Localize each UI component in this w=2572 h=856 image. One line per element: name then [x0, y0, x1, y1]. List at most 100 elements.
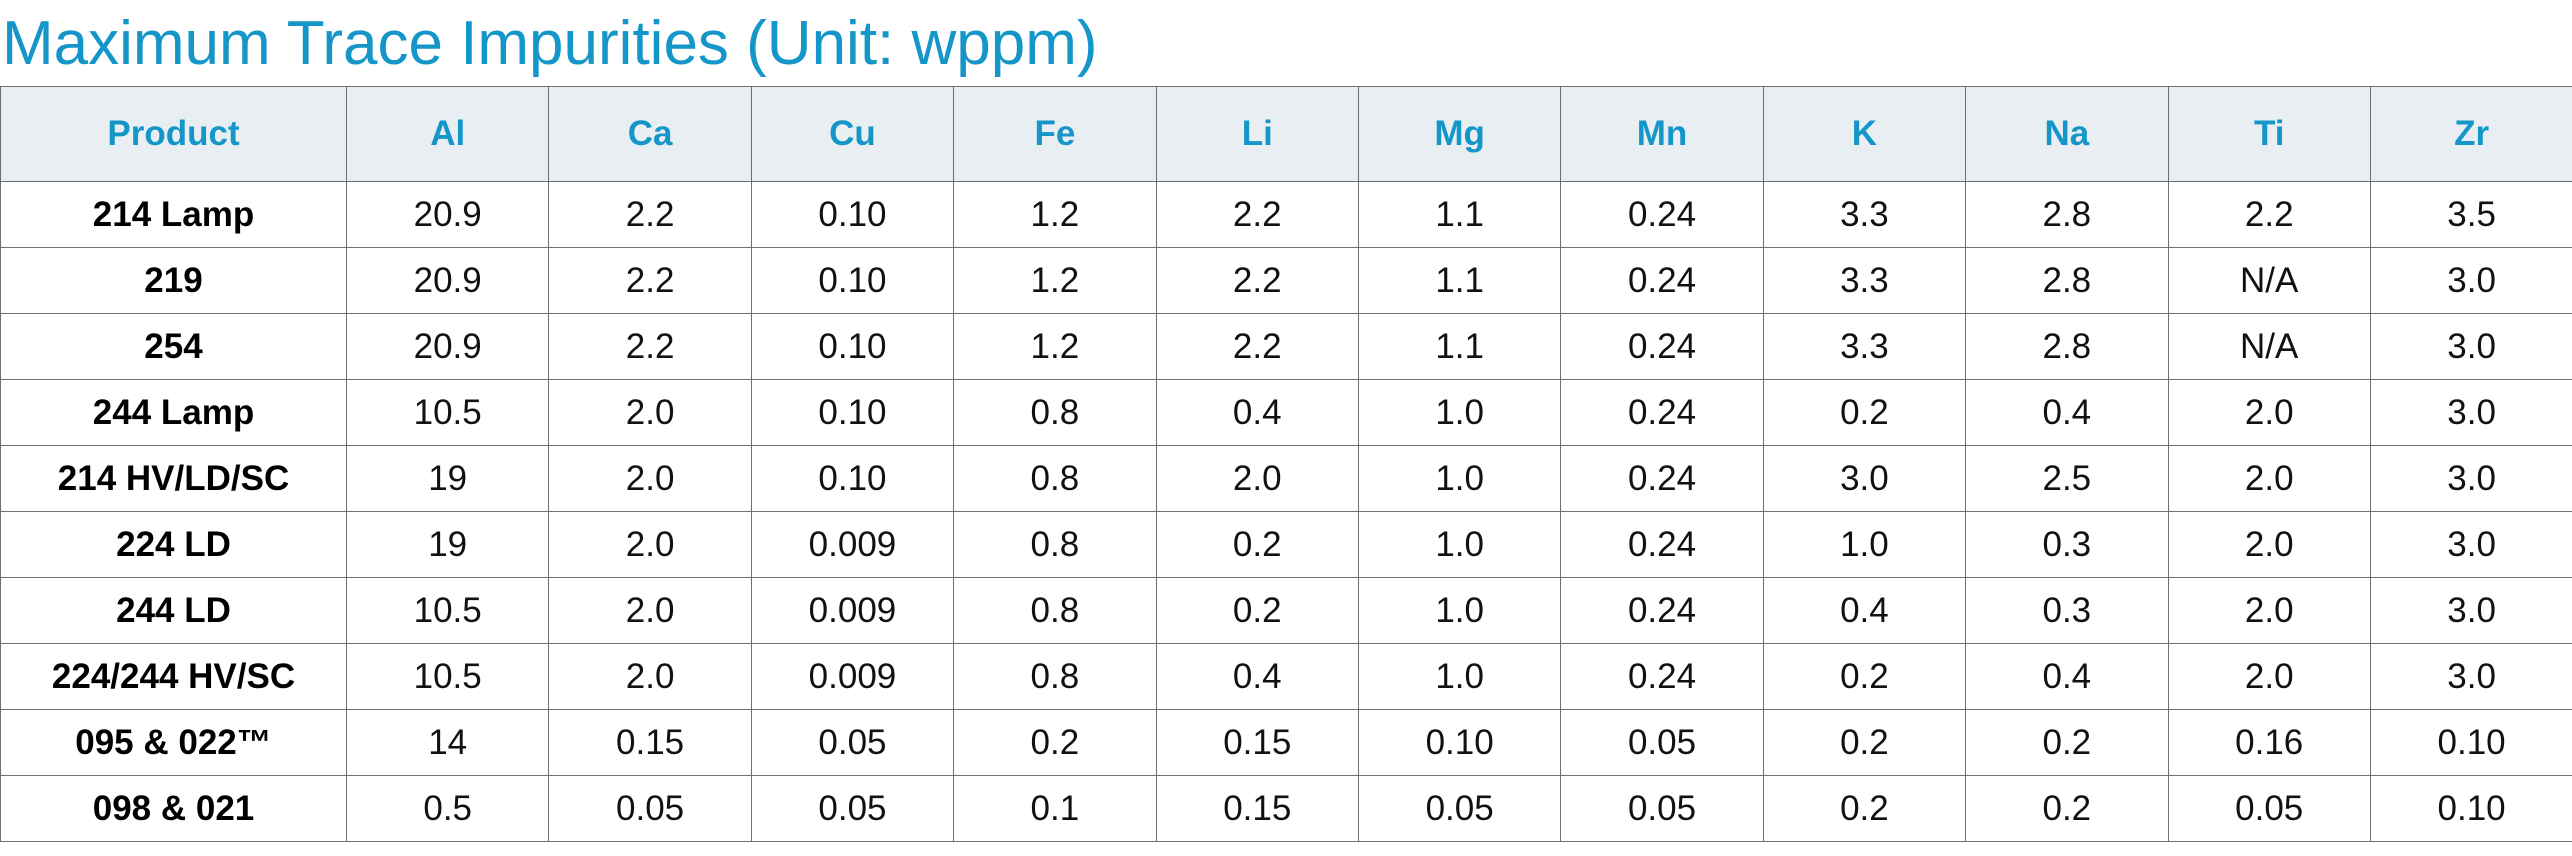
column-header-ca: Ca [548, 86, 752, 182]
impurity-value-cell-cu: 0.10 [750, 379, 955, 446]
table-row: 244 Lamp 10.5 2.0 0.10 0.8 0.4 1.0 0.24 0.2 0.4 2.… [0, 379, 2572, 446]
impurity-value-cell-mg: 1.0 [1357, 379, 1562, 446]
table-row: 214 Lamp 20.9 2.2 0.10 1.2 2.2 1.1 0.24 3.3 2.8 2.… [0, 181, 2572, 248]
product-name-cell: 224/244 HV/SC [0, 643, 347, 710]
impurity-value-cell-ti: 2.0 [2167, 577, 2371, 644]
impurity-value-cell-al: 20.9 [345, 181, 550, 248]
impurity-value-cell-ti: 2.0 [2167, 511, 2371, 578]
impurity-value-cell-mn: 0.24 [1560, 511, 1764, 578]
impurity-value-cell-fe: 0.1 [953, 775, 1157, 842]
impurity-value-cell-fe: 0.8 [953, 379, 1157, 446]
impurity-value-cell-fe: 0.8 [953, 445, 1157, 512]
impurity-value-cell-na: 2.8 [1965, 181, 2169, 248]
impurity-value-cell-ca: 2.0 [548, 577, 752, 644]
impurity-value-cell-ti: 2.0 [2167, 445, 2371, 512]
impurity-value-cell-ti: 0.05 [2167, 775, 2371, 842]
impurity-value-cell-mg: 1.0 [1357, 643, 1562, 710]
column-header-ti: Ti [2167, 86, 2371, 182]
table-row: 224 LD 19 2.0 0.009 0.8 0.2 1.0 0.24 1.0 0.3 2.0 3.… [0, 511, 2572, 578]
impurity-value-cell-na: 2.8 [1965, 247, 2169, 314]
impurity-value-cell-zr: 3.0 [2369, 247, 2572, 314]
impurity-value-cell-mn: 0.24 [1560, 577, 1764, 644]
impurity-value-cell-ti: 2.0 [2167, 643, 2371, 710]
impurity-value-cell-cu: 0.05 [750, 709, 955, 776]
column-header-na: Na [1965, 86, 2169, 182]
column-header-k: K [1762, 86, 1967, 182]
impurity-value-cell-mg: 0.10 [1357, 709, 1562, 776]
impurity-value-cell-cu: 0.10 [750, 247, 955, 314]
impurity-value-cell-ca: 2.0 [548, 379, 752, 446]
impurity-value-cell-zr: 3.5 [2369, 181, 2572, 248]
impurity-value-cell-zr: 0.10 [2369, 775, 2572, 842]
product-name-cell: 214 HV/LD/SC [0, 445, 347, 512]
impurity-value-cell-k: 0.2 [1762, 775, 1967, 842]
table-row: 219 20.9 2.2 0.10 1.2 2.2 1.1 0.24 3.3 2.8 N/A 3.0 [0, 247, 2572, 314]
impurity-value-cell-al: 19 [345, 511, 550, 578]
impurity-value-cell-mn: 0.05 [1560, 709, 1764, 776]
impurity-value-cell-cu: 0.10 [750, 181, 955, 248]
impurity-value-cell-mn: 0.24 [1560, 445, 1764, 512]
impurity-value-cell-mg: 1.0 [1357, 577, 1562, 644]
impurity-value-cell-ca: 2.2 [548, 313, 752, 380]
impurity-value-cell-mg: 0.05 [1357, 775, 1562, 842]
impurity-value-cell-ca: 2.2 [548, 181, 752, 248]
table-row: 224/244 HV/SC 10.5 2.0 0.009 0.8 0.4 1.0 0.24 0.… [0, 643, 2572, 710]
product-name-cell: 214 Lamp [0, 181, 347, 248]
table-row: 095 & 022™ 14 0.15 0.05 0.2 0.15 0.10 0.05 0.2 0.… [0, 709, 2572, 776]
impurity-value-cell-k: 3.3 [1762, 181, 1967, 248]
impurity-value-cell-k: 3.0 [1762, 445, 1967, 512]
impurity-value-cell-al: 10.5 [345, 379, 550, 446]
impurity-value-cell-fe: 0.8 [953, 643, 1157, 710]
product-name-cell: 095 & 022™ [0, 709, 347, 776]
impurity-value-cell-ti: N/A [2167, 247, 2371, 314]
impurity-value-cell-mn: 0.24 [1560, 247, 1764, 314]
impurity-value-cell-al: 20.9 [345, 247, 550, 314]
table-row: 244 LD 10.5 2.0 0.009 0.8 0.2 1.0 0.24 0.4 0.3 2.0… [0, 577, 2572, 644]
impurity-value-cell-mg: 1.1 [1357, 181, 1562, 248]
impurity-value-cell-li: 2.2 [1155, 181, 1359, 248]
impurity-value-cell-ti: N/A [2167, 313, 2371, 380]
impurity-value-cell-na: 0.4 [1965, 643, 2169, 710]
impurity-value-cell-fe: 1.2 [953, 247, 1157, 314]
impurity-value-cell-zr: 3.0 [2369, 379, 2572, 446]
impurity-value-cell-mg: 1.1 [1357, 313, 1562, 380]
impurity-value-cell-li: 2.2 [1155, 247, 1359, 314]
product-name-cell: 219 [0, 247, 347, 314]
impurity-value-cell-fe: 1.2 [953, 181, 1157, 248]
impurity-value-cell-k: 0.2 [1762, 379, 1967, 446]
table-row: 254 20.9 2.2 0.10 1.2 2.2 1.1 0.24 3.3 2.8 N/A 3.0 [0, 313, 2572, 380]
impurity-value-cell-na: 0.4 [1965, 379, 2169, 446]
impurity-value-cell-k: 0.4 [1762, 577, 1967, 644]
table-row: 214 HV/LD/SC 19 2.0 0.10 0.8 2.0 1.0 0.24 3.0 2.5… [0, 445, 2572, 512]
impurity-value-cell-k: 3.3 [1762, 313, 1967, 380]
impurity-value-cell-ca: 2.0 [548, 643, 752, 710]
impurity-value-cell-fe: 0.8 [953, 577, 1157, 644]
product-name-cell: 224 LD [0, 511, 347, 578]
column-header-mn: Mn [1560, 86, 1764, 182]
impurity-value-cell-na: 2.5 [1965, 445, 2169, 512]
impurity-value-cell-fe: 0.8 [953, 511, 1157, 578]
impurity-value-cell-fe: 0.2 [953, 709, 1157, 776]
impurity-value-cell-li: 0.4 [1155, 379, 1359, 446]
table-header: Product Al Ca Cu Fe Li Mg Mn K Na Ti Zr [0, 86, 2572, 182]
impurity-value-cell-ti: 2.2 [2167, 181, 2371, 248]
column-header-fe: Fe [953, 86, 1157, 182]
impurity-value-cell-k: 3.3 [1762, 247, 1967, 314]
product-name-cell: 098 & 021 [0, 775, 347, 842]
page-title: Maximum Trace Impurities (Unit: wppm) [2, 9, 1098, 78]
header-row: Product Al Ca Cu Fe Li Mg Mn K Na Ti Zr [0, 86, 2572, 182]
impurity-value-cell-ca: 0.05 [548, 775, 752, 842]
impurity-value-cell-ti: 0.16 [2167, 709, 2371, 776]
impurity-value-cell-fe: 1.2 [953, 313, 1157, 380]
impurity-value-cell-mn: 0.24 [1560, 181, 1764, 248]
impurity-value-cell-mn: 0.05 [1560, 775, 1764, 842]
impurity-value-cell-al: 0.5 [345, 775, 550, 842]
product-name-cell: 244 LD [0, 577, 347, 644]
column-header-li: Li [1155, 86, 1359, 182]
impurity-value-cell-al: 19 [345, 445, 550, 512]
impurity-value-cell-li: 0.15 [1155, 775, 1359, 842]
impurity-value-cell-li: 0.4 [1155, 643, 1359, 710]
impurity-value-cell-li: 0.15 [1155, 709, 1359, 776]
impurity-value-cell-cu: 0.10 [750, 445, 955, 512]
product-name-cell: 244 Lamp [0, 379, 347, 446]
